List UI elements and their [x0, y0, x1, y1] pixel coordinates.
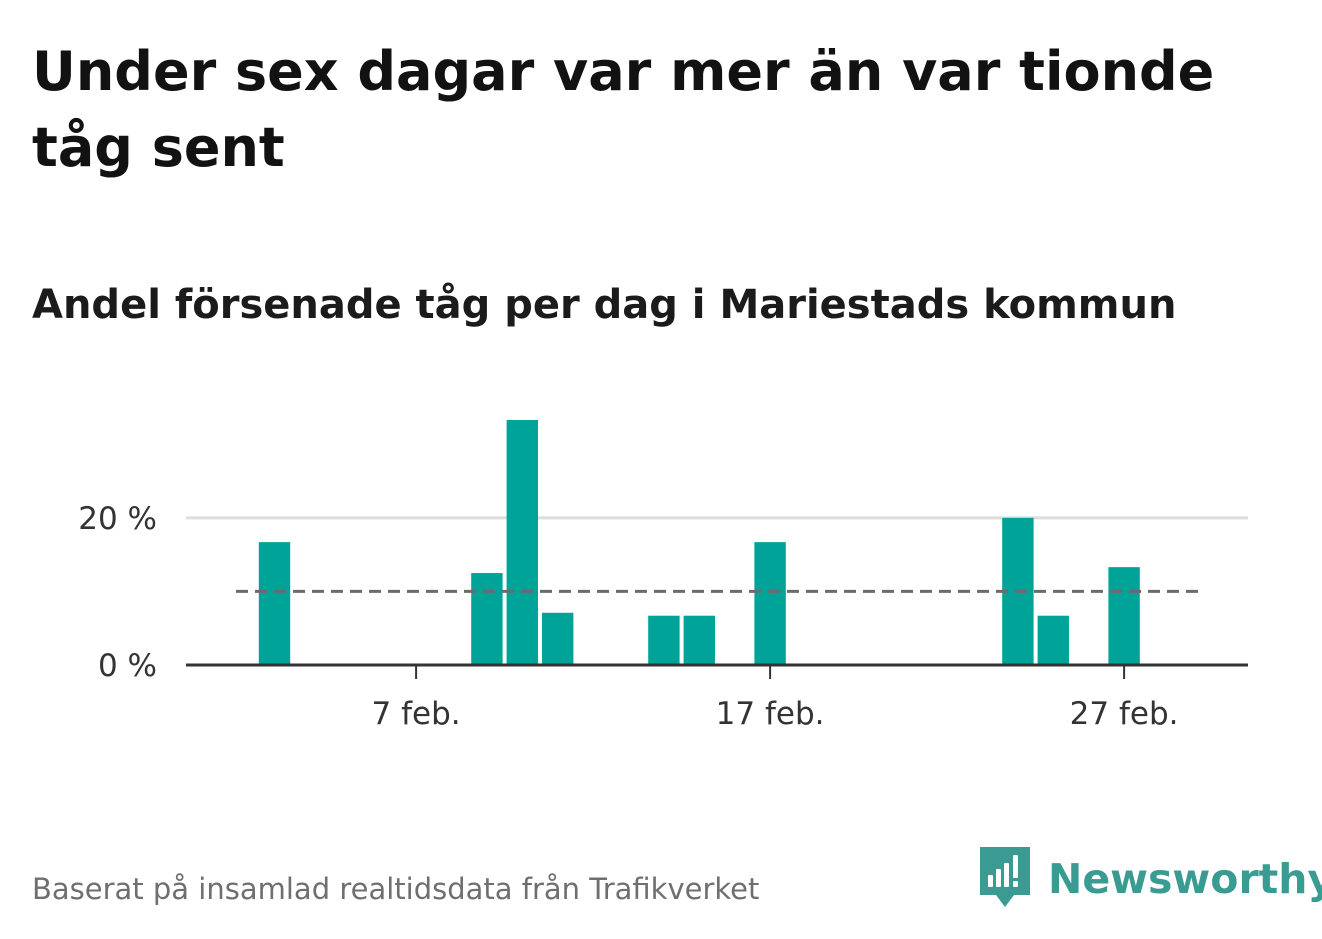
bar: [471, 573, 503, 665]
bars: [258, 420, 1140, 665]
bar: [542, 612, 574, 665]
x-tick-label: 7 feb.: [372, 696, 461, 732]
source-note: Baserat på insamlad realtidsdata från Tr…: [32, 872, 760, 906]
bar: [506, 420, 538, 665]
bar: [1037, 615, 1069, 665]
x-tick-label: 17 feb.: [716, 696, 825, 732]
x-tick-labels: 7 feb. 17 feb. 27 feb.: [372, 696, 1179, 732]
brand-logo: Newsworthy: [980, 846, 1322, 912]
bar: [648, 615, 680, 665]
y-tick-label: 0 %: [98, 648, 157, 684]
bar: [754, 542, 786, 665]
bar: [258, 542, 291, 665]
bar: [1108, 567, 1140, 665]
y-tick-label: 20 %: [78, 501, 157, 537]
chart-subtitle: Andel försenade tåg per dag i Mariestads…: [32, 282, 1177, 328]
y-tick-labels: 0 % 20 %: [78, 501, 157, 684]
chart-title: Under sex dagar var mer än var tionde tå…: [32, 40, 1215, 179]
x-tick-label: 27 feb.: [1070, 696, 1179, 732]
axes: [186, 663, 1248, 679]
newsworthy-logo-icon: [980, 847, 1030, 907]
brand-name: Newsworthy: [1048, 855, 1322, 903]
bar: [683, 615, 715, 665]
